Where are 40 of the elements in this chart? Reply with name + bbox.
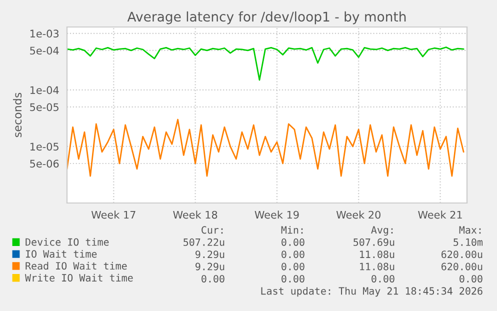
text: 0.00 bbox=[202, 274, 224, 283]
y-tick-label: 1e-04 bbox=[30, 86, 59, 94]
text: 5.10m bbox=[454, 238, 483, 246]
line-series bbox=[67, 46, 464, 81]
text: 0.00 bbox=[282, 274, 304, 283]
text: Cur: bbox=[202, 226, 223, 234]
text: 507.69u bbox=[354, 238, 394, 246]
y-axis-title: seconds bbox=[13, 92, 22, 138]
legend-label: IO Wait time bbox=[26, 250, 97, 258]
x-tick-label: Week 17 bbox=[91, 210, 136, 219]
text: 9.29u bbox=[196, 250, 224, 258]
text: 620.00u bbox=[442, 262, 482, 270]
y-tick-label: 1e-05 bbox=[30, 142, 58, 151]
text: 11.08u bbox=[360, 262, 394, 270]
legend-label: Device IO time bbox=[26, 238, 109, 246]
chart-title: Average latency for /dev/loop1 - by month bbox=[127, 11, 406, 24]
x-tick-label: Week 20 bbox=[336, 210, 380, 219]
y-tick-label: 1e-03 bbox=[30, 30, 59, 38]
y-tick-label: 5e-04 bbox=[30, 46, 59, 55]
text: Avg: bbox=[371, 226, 393, 236]
text: Min: bbox=[281, 226, 303, 234]
text: 0.00 bbox=[282, 250, 304, 258]
text: 620.00u bbox=[442, 250, 482, 258]
text: 0.00 bbox=[282, 262, 304, 270]
x-tick-label: Week 21 bbox=[418, 210, 462, 219]
text: 11.08u bbox=[360, 250, 394, 258]
x-tick-label: Week 18 bbox=[173, 210, 218, 219]
text: 9.29u bbox=[196, 262, 224, 270]
y-tick-label: 5e-05 bbox=[30, 103, 58, 112]
legend-label: Write IO Wait time bbox=[25, 274, 133, 282]
text: 507.22u bbox=[184, 238, 224, 246]
text: Max: bbox=[459, 226, 481, 234]
y-tick-label: 5e-06 bbox=[30, 160, 59, 168]
text: 0.00 bbox=[460, 274, 482, 283]
text: 0.00 bbox=[372, 274, 394, 283]
text: 0.00 bbox=[282, 238, 304, 246]
legend-label: Read IO Wait time bbox=[26, 262, 127, 270]
line-series bbox=[67, 118, 464, 177]
text: Last update: Thu May 21 18:45:34 2026 bbox=[261, 286, 482, 297]
x-tick-label: Week 19 bbox=[254, 210, 299, 219]
